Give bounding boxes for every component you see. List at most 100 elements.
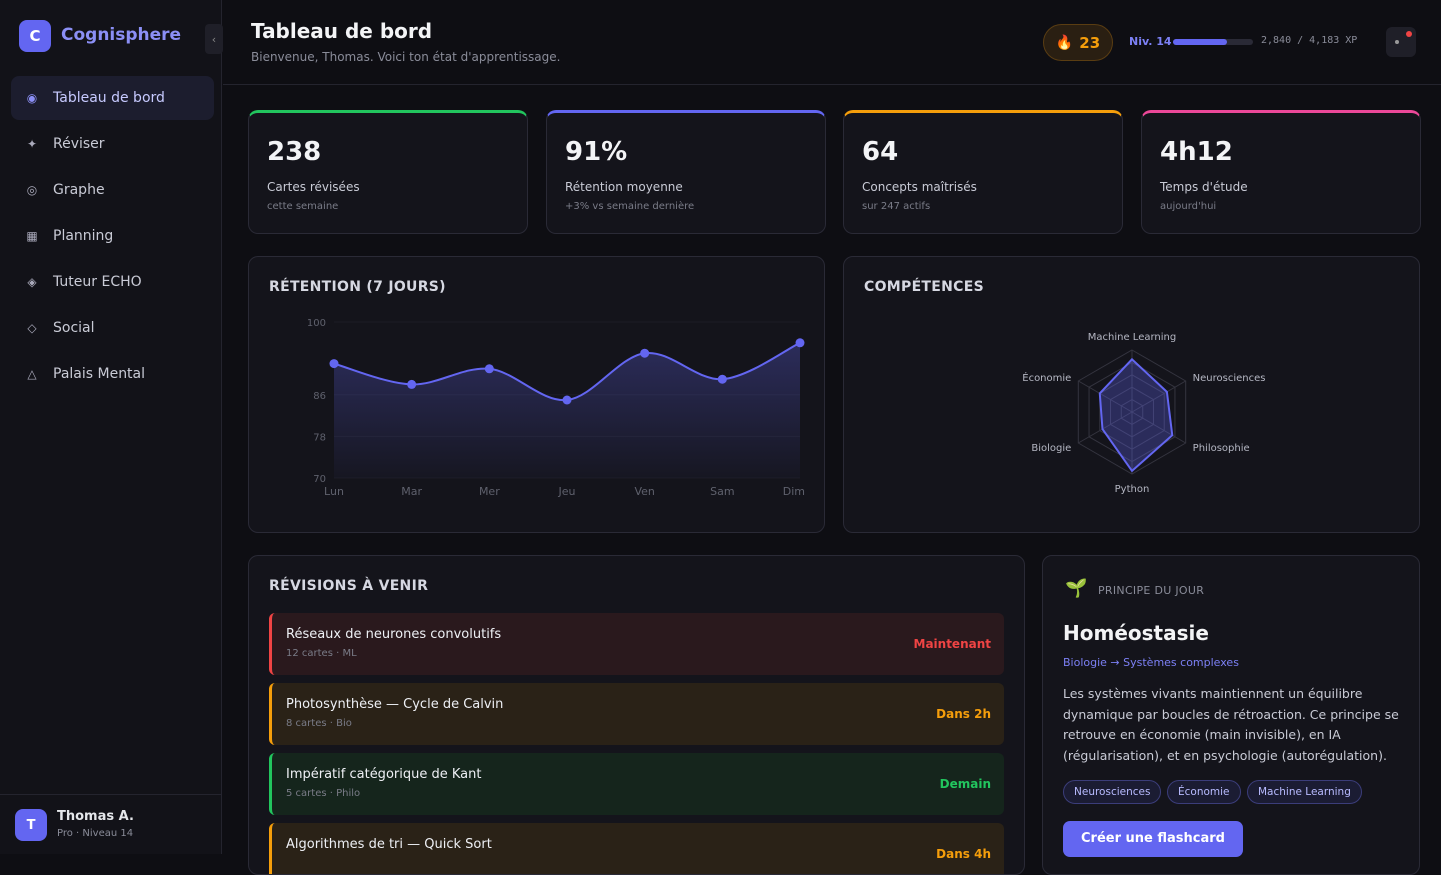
nav-item[interactable]: △ Palais Mental bbox=[11, 352, 214, 396]
stat-label: Concepts maîtrisés bbox=[862, 180, 977, 194]
point bbox=[407, 379, 417, 389]
stat-label: Temps d'étude bbox=[1160, 180, 1248, 194]
user-name: Thomas A. bbox=[57, 809, 134, 824]
nav-label: Réviser bbox=[53, 136, 105, 152]
principle-path: Biologie → Systèmes complexes bbox=[1063, 656, 1239, 669]
nav-item[interactable]: ✦ Réviser bbox=[11, 122, 214, 166]
revision-when: Demain bbox=[939, 777, 991, 791]
revision-when: Maintenant bbox=[913, 637, 992, 651]
card-title: RÉTENTION (7 JOURS) bbox=[269, 279, 446, 295]
stat-card: 238 Cartes révisées cette semaine bbox=[248, 110, 528, 234]
collapse-button[interactable]: ‹ bbox=[205, 24, 223, 54]
nav-item[interactable]: ▦ Planning bbox=[11, 214, 214, 258]
avatar: T bbox=[15, 809, 47, 841]
stat-value: 4h12 bbox=[1160, 137, 1233, 167]
nav-item[interactable]: ◇ Social bbox=[11, 306, 214, 350]
point bbox=[795, 338, 805, 348]
nav-icon: ▦ bbox=[26, 229, 38, 243]
revision-when: Dans 2h bbox=[936, 707, 991, 721]
point bbox=[329, 359, 339, 369]
revision-title: Algorithmes de tri — Quick Sort bbox=[286, 837, 492, 852]
nav-icon: ◇ bbox=[27, 321, 37, 335]
tag[interactable]: Neurosciences bbox=[1063, 780, 1162, 804]
x-tick-label: Ven bbox=[634, 485, 654, 498]
stat-value: 238 bbox=[267, 137, 322, 167]
streak-badge: 🔥 23 bbox=[1043, 24, 1113, 61]
tag[interactable]: Machine Learning bbox=[1247, 780, 1362, 804]
card-title: RÉVISIONS À VENIR bbox=[269, 578, 429, 594]
revision-title: Impératif catégorique de Kant bbox=[286, 767, 482, 782]
point bbox=[640, 348, 650, 358]
x-tick-label: Mer bbox=[479, 485, 500, 498]
nav-item[interactable]: ◉ Tableau de bord bbox=[11, 76, 214, 120]
point bbox=[484, 364, 494, 374]
stat-label: Rétention moyenne bbox=[565, 180, 683, 194]
revision-title: Réseaux de neurones convolutifs bbox=[286, 627, 502, 642]
axis-label: Biologie bbox=[1031, 443, 1071, 454]
revision-item[interactable]: Photosynthèse — Cycle de Calvin 8 cartes … bbox=[269, 683, 1004, 745]
main: Tableau de bord Bienvenue, Thomas. Voici … bbox=[223, 0, 1441, 875]
sidebar: C Cognisphere ‹ ◉ Tableau de bord ✦ Réviser ◎ Gr… bbox=[0, 0, 223, 854]
brand: Cognisphere bbox=[61, 25, 182, 45]
axis-line bbox=[1078, 380, 1133, 413]
point bbox=[562, 395, 572, 405]
revision-item[interactable]: Impératif catégorique de Kant 5 cartes · … bbox=[269, 753, 1004, 815]
revision-meta: 8 cartes · Bio bbox=[286, 718, 352, 729]
stat-card: 64 Concepts maîtrisés sur 247 actifs bbox=[843, 110, 1123, 234]
nav-label: Palais Mental bbox=[53, 366, 146, 382]
streak-count: 23 bbox=[1079, 33, 1101, 52]
card-title: COMPÉTENCES bbox=[864, 279, 984, 295]
x-tick-label: Dim bbox=[783, 485, 805, 498]
retention-card: RÉTENTION (7 JOURS) 70 78 86 100 Lun Mar Mer Jeu… bbox=[248, 256, 825, 533]
revision-item[interactable]: Algorithmes de tri — Quick Sort Dans 4h bbox=[269, 823, 1004, 874]
axis-label: Neurosciences bbox=[1193, 373, 1266, 384]
nav-label: Graphe bbox=[53, 182, 105, 198]
page-subtitle: Bienvenue, Thomas. Voici ton état d'appr… bbox=[251, 50, 561, 64]
revision-title: Photosynthèse — Cycle de Calvin bbox=[286, 697, 504, 712]
retention-chart: 70 78 86 100 Lun Mar Mer Jeu Ven Sam Dim bbox=[307, 318, 805, 498]
principle-text: Les systèmes vivants maintiennent un équ… bbox=[1063, 686, 1399, 764]
page-title: Tableau de bord bbox=[251, 19, 433, 43]
stat-sub: sur 247 actifs bbox=[862, 201, 931, 212]
nav-label: Tableau de bord bbox=[53, 90, 165, 106]
y-tick-label: 70 bbox=[313, 474, 326, 485]
create-flashcard-button[interactable]: Créer une flashcard bbox=[1063, 821, 1243, 857]
level: Niv. 14 bbox=[1129, 35, 1172, 48]
stat-sub: +3% vs semaine dernière bbox=[565, 201, 695, 212]
principle-icon: 🌱 bbox=[1065, 578, 1088, 599]
x-tick-label: Lun bbox=[324, 485, 344, 498]
nav-icon: ◈ bbox=[27, 275, 37, 289]
skills-radar: Machine Learning Neurosciences Philosophie… bbox=[1022, 332, 1266, 495]
axis-label: Philosophie bbox=[1193, 443, 1250, 454]
axis-label: Machine Learning bbox=[1088, 332, 1176, 343]
stat-value: 91% bbox=[565, 137, 628, 167]
stat-card: 4h12 Temps d'étude aujourd'hui bbox=[1141, 110, 1421, 234]
nav-item[interactable]: ◈ Tuteur ECHO bbox=[11, 260, 214, 304]
revision-item[interactable]: Réseaux de neurones convolutifs 12 cartes… bbox=[269, 613, 1004, 675]
revisions-card: RÉVISIONS À VENIR Réseaux de neurones con… bbox=[248, 555, 1025, 875]
y-tick-label: 86 bbox=[313, 391, 326, 402]
nav-icon: ◉ bbox=[26, 91, 38, 105]
revision-meta: 12 cartes · ML bbox=[286, 648, 357, 659]
logo: C bbox=[19, 20, 51, 52]
skills-card: COMPÉTENCES Machine Learning Neurosciences… bbox=[843, 256, 1420, 533]
divider bbox=[0, 794, 222, 795]
header-border bbox=[223, 84, 1441, 85]
stat-sub: aujourd'hui bbox=[1160, 201, 1217, 212]
principle-card: 🌱 PRINCIPE DU JOUR Homéostasie Biologie → S… bbox=[1042, 555, 1420, 875]
stat-card: 91% Rétention moyenne +3% vs semaine derni… bbox=[546, 110, 826, 234]
notification-dot-gray bbox=[1395, 40, 1399, 44]
nav-icon: ✦ bbox=[26, 137, 38, 151]
xp-label: 2,840 / 4,183 XP bbox=[1261, 35, 1358, 46]
notification-button[interactable] bbox=[1386, 27, 1416, 57]
nav-icon: △ bbox=[27, 367, 37, 381]
nav-icon: ◎ bbox=[26, 183, 38, 197]
axis-label: Python bbox=[1115, 484, 1150, 495]
y-tick-label: 100 bbox=[307, 318, 326, 329]
axis-line bbox=[1131, 380, 1186, 413]
tag[interactable]: Économie bbox=[1167, 780, 1241, 804]
principle-title: Homéostasie bbox=[1063, 621, 1209, 645]
nav-label: Social bbox=[53, 320, 95, 336]
nav-item[interactable]: ◎ Graphe bbox=[11, 168, 214, 212]
